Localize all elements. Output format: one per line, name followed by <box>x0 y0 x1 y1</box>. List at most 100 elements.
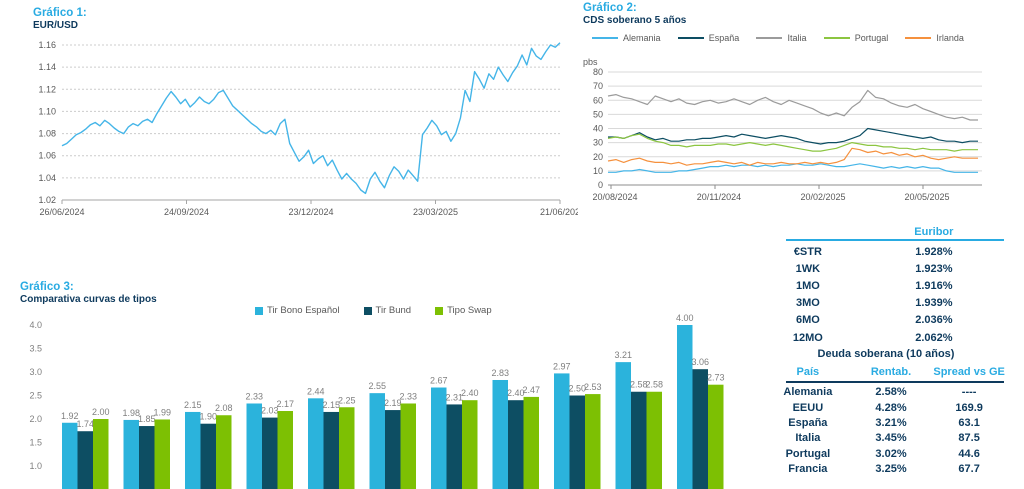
bar <box>569 395 585 489</box>
bar-value-label: 2.00 <box>92 407 110 417</box>
axis-tick-label: 1.5 <box>29 438 42 448</box>
axis-tick-label: 24/09/2024 <box>164 207 209 217</box>
euribor-header: Euribor <box>914 226 954 238</box>
bar <box>677 325 693 489</box>
table-row: Italia 3.45% 87.5 <box>760 431 1012 446</box>
bar-value-label: 2.73 <box>707 373 725 383</box>
table-row: 1MO 1.916% <box>760 277 1012 294</box>
table-cell: 1.923% <box>915 262 953 275</box>
bar-value-label: 1.98 <box>122 408 140 418</box>
table-cell: 3.02% <box>875 447 907 460</box>
axis-tick-label: 30 <box>593 138 603 148</box>
chart2-legend: Alemania España Italia Portugal Irlanda <box>592 33 964 43</box>
table-row: 3MO 1.939% <box>760 295 1012 312</box>
bar-value-label: 1.99 <box>153 407 171 417</box>
axis-tick-label: 23/03/2025 <box>413 207 458 217</box>
rates-tables: Euribor €STR 1.928% 1WK 1.923% 1MO 1.916% 3MO 1… <box>760 226 1012 477</box>
bar <box>277 411 293 489</box>
bar <box>154 419 170 489</box>
bar-value-label: 2.40 <box>507 388 525 398</box>
axis-tick-label: 1.10 <box>38 106 56 116</box>
chart-cds-panel: 0 10 20 30 40 50 60 70 80 20/08/2024 20/11/2024 20/… <box>578 0 1024 215</box>
table-cell: 3.21% <box>875 416 907 429</box>
bar <box>615 362 631 489</box>
bar-value-label: 2.15 <box>184 400 202 410</box>
legend-label: Italia <box>787 33 807 43</box>
axis-tick-label: 1.02 <box>38 195 56 205</box>
bar-value-label: 1.92 <box>61 411 79 421</box>
axis-tick-label: 2.5 <box>29 391 42 401</box>
chart2-subtitle: CDS soberano 5 años <box>583 15 687 26</box>
table-row: Francia 3.25% 67.7 <box>760 461 1012 476</box>
legend-item-italia: Italia <box>756 33 806 43</box>
legend-item-alemania: Alemania <box>592 33 661 43</box>
chart1-heading: Gráfico 1: <box>33 7 87 19</box>
table-cell: Alemania <box>783 386 833 399</box>
bar-value-label: 2.03 <box>261 406 279 416</box>
tipos-bar-chart: 4.0 3.5 3.0 2.5 2.0 1.5 1.0 1.921.74 2.00 1.981.8… <box>29 313 725 489</box>
bar <box>446 404 462 489</box>
bar <box>692 369 708 489</box>
table-cell: 4.28% <box>875 401 907 414</box>
legend-item-españa: España <box>677 33 740 43</box>
bar <box>185 411 201 489</box>
table-row: €STR 1.928% <box>760 243 1012 260</box>
table-header-cell: Rentab. <box>870 365 912 378</box>
bar <box>631 391 647 489</box>
bar <box>385 410 401 489</box>
axis-tick-label: 23/12/2024 <box>288 207 333 217</box>
table-row: Portugal 3.02% 44.6 <box>760 446 1012 461</box>
legend-item-tipo-swap: Tipo Swap <box>435 305 492 316</box>
axis-tick-label: 1.12 <box>38 84 56 94</box>
table-cell: 87.5 <box>958 432 980 445</box>
axis-tick-label: 70 <box>593 81 603 91</box>
table-cell: Italia <box>795 432 821 445</box>
table-cell: 1.939% <box>915 297 953 310</box>
axis-tick-label: 20/05/2025 <box>904 192 949 202</box>
axis-tick-label: 3.5 <box>29 344 42 354</box>
bar <box>62 422 78 489</box>
table-cell: 63.1 <box>958 416 980 429</box>
legend-label: Tir Bund <box>375 305 412 316</box>
bar-value-label: 2.25 <box>338 395 356 405</box>
bar <box>123 419 139 489</box>
legend-label: Irlanda <box>936 33 964 43</box>
axis-tick-label: 2.0 <box>29 414 42 424</box>
bar <box>77 431 93 489</box>
axis-tick-label: 20/08/2024 <box>592 192 637 202</box>
bar <box>646 391 662 489</box>
bar <box>492 379 508 489</box>
axis-tick-label: 3.0 <box>29 367 42 377</box>
bar <box>708 384 724 489</box>
bar-value-label: 2.97 <box>553 361 571 371</box>
table-cell: 12MO <box>792 331 823 344</box>
bar-value-label: 2.33 <box>245 391 263 401</box>
table-cell: 169.9 <box>955 401 983 414</box>
chart2-heading: Gráfico 2: <box>583 2 637 14</box>
bar-value-label: 2.40 <box>461 388 479 398</box>
legend-line-swatch <box>592 37 618 39</box>
table-cell: 3.25% <box>875 463 907 476</box>
table-cell: ---- <box>961 386 977 399</box>
legend-label: Tipo Swap <box>447 305 492 316</box>
table-cell: España <box>788 416 828 429</box>
bar-value-label: 2.67 <box>430 376 448 386</box>
axis-tick-label: 21/06/202 <box>540 207 578 217</box>
table-cell: Portugal <box>785 447 831 460</box>
table-row: 6MO 2.036% <box>760 312 1012 329</box>
deuda-header-row: País Rentab. Spread vs GE <box>760 364 1012 379</box>
bar <box>308 398 324 489</box>
cds-series-line-alemania <box>608 163 978 173</box>
deuda-header-rule <box>786 380 1004 383</box>
table-cell: EEUU <box>792 401 824 414</box>
legend-label: España <box>708 33 740 43</box>
axis-tick-label: 1.16 <box>38 40 56 50</box>
legend-line-swatch <box>905 37 932 39</box>
euribor-header-rule <box>786 239 1004 241</box>
bar-value-label: 2.83 <box>491 368 509 378</box>
legend-item-tir-bono-español: Tir Bono Español <box>255 305 340 316</box>
bar <box>400 403 416 489</box>
axis-tick-label: 10 <box>593 166 603 176</box>
axis-tick-label: 20 <box>593 152 603 162</box>
